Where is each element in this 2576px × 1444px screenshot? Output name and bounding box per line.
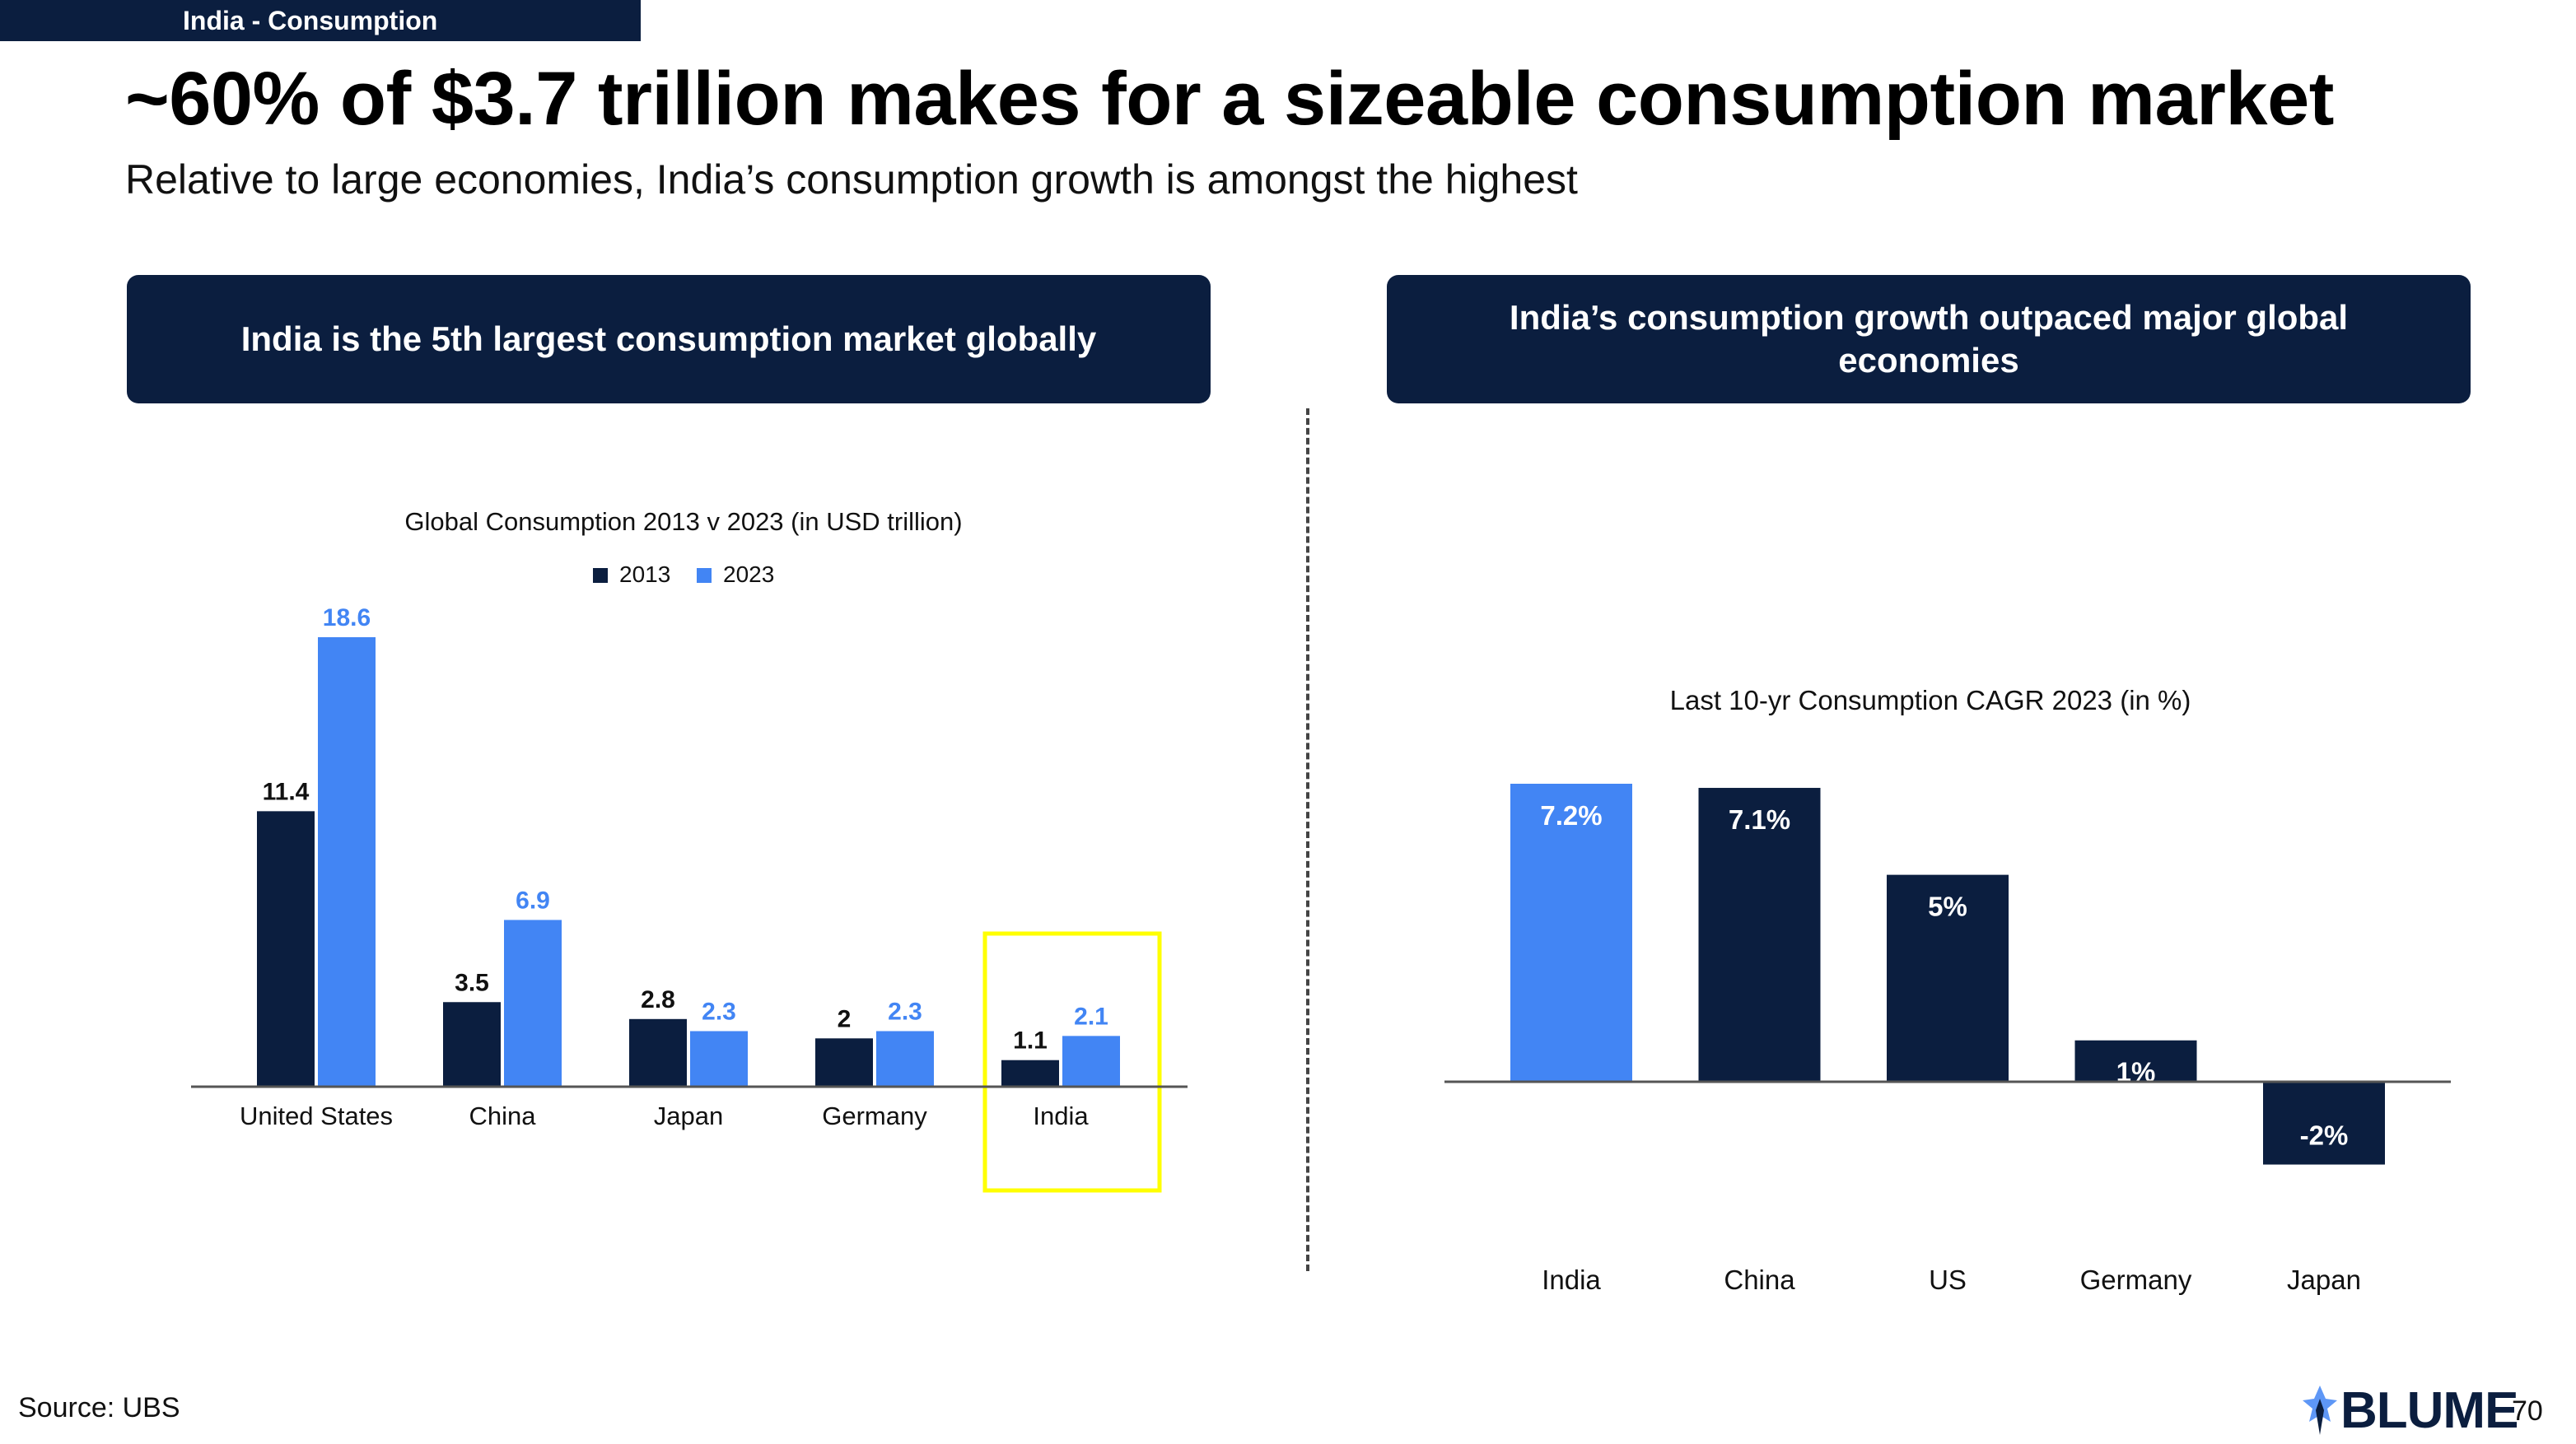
bar-china (1698, 788, 1821, 1082)
source-note: Source: UBS (18, 1392, 180, 1423)
bar-us (1887, 874, 2009, 1082)
x-tick-label: Germany (822, 1102, 927, 1130)
bar-2023-india (1062, 1036, 1120, 1087)
consumption-chart: Global Consumption 2013 v 2023 (in USD t… (191, 507, 1188, 1193)
x-tick-label: United States (240, 1102, 393, 1130)
page-subtitle: Relative to large economies, India’s con… (125, 156, 1578, 203)
legend-label-2023: 2023 (723, 561, 774, 587)
bar-2023-china (504, 920, 562, 1087)
data-label: -2% (2300, 1120, 2349, 1151)
page-number: 70 (2512, 1395, 2543, 1427)
bar-2013-japan (629, 1018, 687, 1087)
bar-india (1510, 784, 1632, 1082)
page-title: ~60% of $3.7 trillion makes for a sizeab… (125, 57, 2334, 141)
highlight-box (982, 931, 1162, 1193)
blume-logo-icon (2303, 1386, 2337, 1435)
bar-2023-united-states (318, 637, 376, 1087)
data-label: 7.2% (1540, 800, 1602, 831)
right-panel-header: India’s consumption growth outpaced majo… (1387, 275, 2471, 403)
x-tick-label: China (469, 1102, 537, 1130)
data-label: 2.8 (641, 986, 675, 1013)
bar-2013-germany (815, 1038, 873, 1087)
data-label: 2.3 (888, 998, 922, 1025)
data-label: 2 (838, 1005, 852, 1032)
legend-label-2013: 2013 (619, 561, 670, 587)
x-tick-label: US (1929, 1265, 1967, 1295)
data-label: 3.5 (455, 969, 489, 996)
bar-2013-india (1001, 1060, 1059, 1087)
chart-title: Last 10-yr Consumption CAGR 2023 (in %) (1670, 685, 2191, 715)
data-label: 5% (1928, 892, 1967, 922)
bar-2013-china (443, 1002, 501, 1087)
blume-logo: BLUME (2301, 1380, 2518, 1441)
panel-divider (1306, 408, 1309, 1271)
cagr-chart: Last 10-yr Consumption CAGR 2023 (in %) 7… (1444, 685, 2451, 1295)
x-tick-label: China (1724, 1265, 1795, 1295)
x-tick-label: India (1542, 1265, 1601, 1295)
bar-germany (2074, 1040, 2197, 1082)
section-tag: India - Consumption (0, 0, 641, 41)
data-label: 2.1 (1074, 1003, 1108, 1030)
left-panel-header: India is the 5th largest consumption mar… (127, 275, 1211, 403)
bar-japan (2263, 1082, 2385, 1165)
data-label: 18.6 (323, 604, 371, 631)
blume-logo-text: BLUME (2340, 1381, 2518, 1439)
bar-2023-japan (690, 1031, 748, 1087)
bar-2013-united-states (257, 811, 315, 1087)
chart-title: Global Consumption 2013 v 2023 (in USD t… (404, 507, 962, 536)
legend-swatch-2013 (593, 568, 608, 583)
legend-swatch-2023 (697, 568, 712, 583)
x-tick-label: India (1033, 1102, 1089, 1130)
x-tick-label: Japan (654, 1102, 723, 1130)
x-tick-label: Germany (2080, 1265, 2192, 1295)
data-label: 6.9 (516, 887, 550, 914)
x-tick-label: Japan (2287, 1265, 2361, 1295)
bar-2023-germany (876, 1031, 934, 1087)
data-label: 7.1% (1729, 804, 1790, 835)
data-label: 1.1 (1013, 1027, 1048, 1055)
data-label: 11.4 (263, 778, 310, 805)
data-label: 2.3 (702, 998, 736, 1025)
